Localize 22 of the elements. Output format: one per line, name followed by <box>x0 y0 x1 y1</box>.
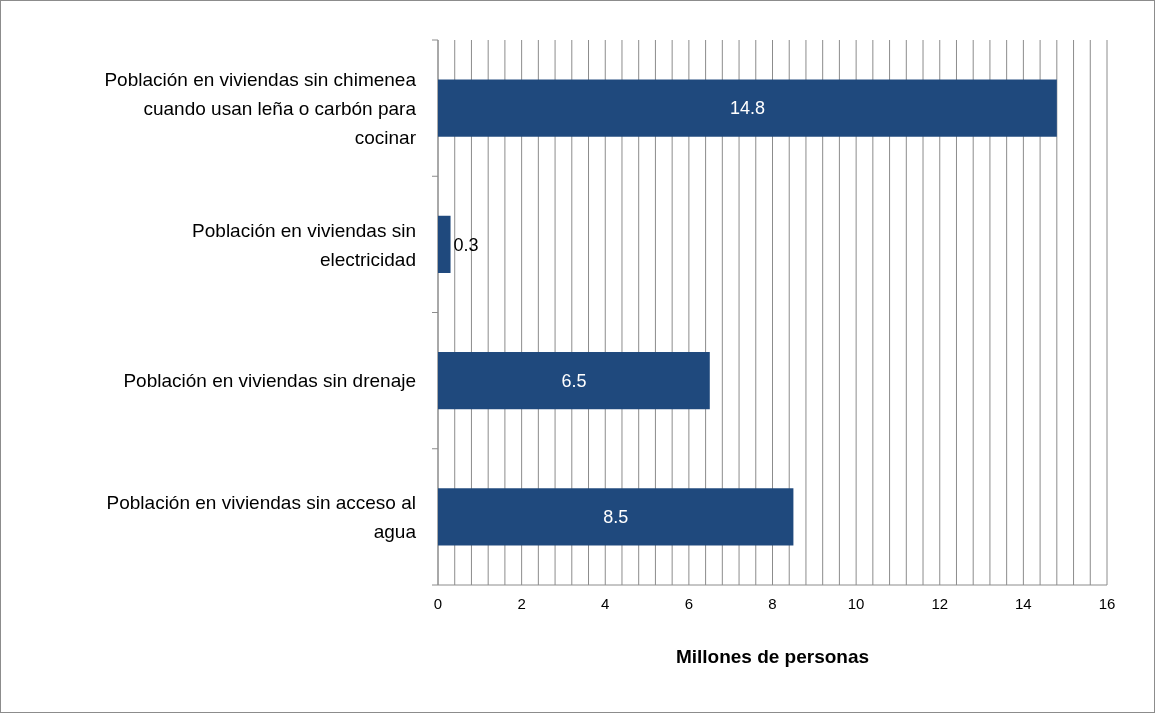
x-tick-label: 8 <box>768 595 777 612</box>
x-tick-label: 4 <box>601 595 610 612</box>
x-axis-title: Millones de personas <box>675 646 870 667</box>
y-tick-label: Población en viviendas sin acceso al agua <box>106 492 417 543</box>
x-tick-label: 14 <box>1015 595 1032 612</box>
y-tick-label: Población en viviendas sin electricidad <box>192 219 416 270</box>
data-label: 0.3 <box>453 234 479 255</box>
x-tick-label: 2 <box>517 595 526 612</box>
x-tick-label: 12 <box>931 595 949 612</box>
x-tick-label: 16 <box>1098 595 1116 612</box>
y-tick-label: Población en viviendas sin chimenea cuando usan leña o carbón para cocinar <box>104 68 417 148</box>
y-tick-label: Población en viviendas sin drenaje <box>123 370 416 392</box>
data-label: 14.8 <box>729 98 765 119</box>
bar <box>438 488 794 546</box>
data-label: 6.5 <box>561 370 587 391</box>
x-tick-label: 10 <box>847 595 865 612</box>
bar <box>438 215 451 273</box>
x-tick-label: 6 <box>684 595 694 612</box>
x-tick-label: 0 <box>433 595 443 612</box>
bar <box>438 79 1057 137</box>
data-label: 8.5 <box>603 507 629 528</box>
bar <box>438 352 710 410</box>
